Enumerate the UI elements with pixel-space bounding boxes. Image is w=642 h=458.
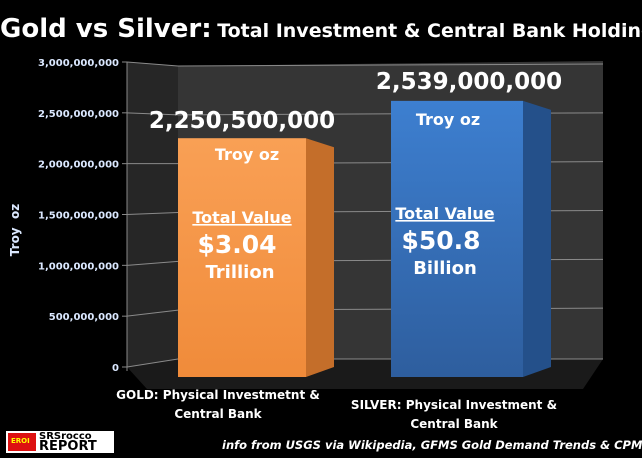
bar-unit-label: Troy oz [215, 145, 279, 164]
bar-value-label: 2,250,500,000 [149, 108, 335, 134]
category-line: GOLD: Physical Investmetnt & [116, 388, 320, 402]
source-credit: info from USGS via Wikipedia, GFMS Gold … [222, 438, 642, 452]
gridline [126, 212, 179, 215]
category-line: Central Bank [410, 417, 498, 431]
bar-side-silver [523, 100, 551, 377]
total-value-amount: $3.04 [197, 230, 276, 259]
total-value-label: Total Value [395, 204, 494, 223]
title-sub: Total Investment & Central Bank Holdings [217, 20, 642, 42]
gridline [126, 112, 179, 116]
total-value-amount: $50.8 [401, 226, 480, 255]
y-axis-label: Troy oz [8, 204, 22, 256]
gridline [126, 309, 179, 317]
srsrocco-logo: EROI SRSrocco REPORT [6, 431, 114, 453]
gridline [126, 358, 179, 368]
y-tick-label: 0 [112, 363, 119, 374]
y-tick-label: 3,000,000,000 [38, 58, 119, 69]
y-tick-label: 1,500,000,000 [38, 211, 119, 222]
category-line: Central Bank [174, 407, 262, 421]
title-main: Gold vs Silver: [0, 14, 212, 44]
y-tick-label: 500,000,000 [49, 312, 119, 323]
side-wall [127, 62, 178, 367]
total-value-label: Total Value [192, 208, 291, 227]
category-label-gold: GOLD: Physical Investmetnt & Central Ban… [98, 386, 338, 424]
category-label-silver: SILVER: Physical Investment & Central Ba… [334, 396, 574, 434]
gridline [177, 63, 604, 67]
bar-value-label: 2,539,000,000 [376, 69, 562, 95]
y-tick-label: 1,000,000,000 [38, 261, 119, 272]
y-tick-label: 2,500,000,000 [38, 109, 119, 120]
total-value-scale: Billion [413, 258, 477, 279]
gridline [126, 61, 179, 67]
bar-side-gold [306, 138, 334, 377]
gridline [126, 260, 179, 266]
bar-unit-label: Troy oz [416, 110, 480, 129]
category-line: SILVER: Physical Investment & [350, 398, 558, 412]
y-tick-label: 2,000,000,000 [38, 160, 119, 171]
bar-silver [391, 100, 523, 377]
chart-title: Gold vs Silver: Total Investment & Centr… [0, 14, 642, 44]
bar-gold [178, 138, 306, 377]
total-value-scale: Trillion [205, 262, 274, 283]
